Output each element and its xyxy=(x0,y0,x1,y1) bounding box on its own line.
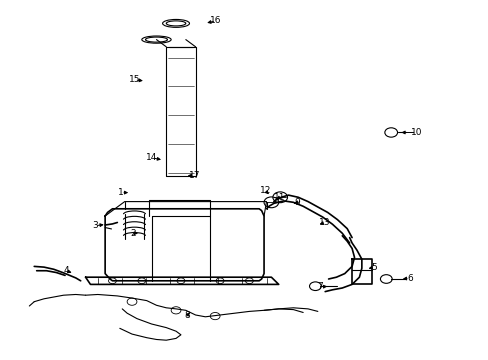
Text: 3: 3 xyxy=(92,221,98,230)
Text: 2: 2 xyxy=(130,229,136,238)
Text: 7: 7 xyxy=(317,282,323,292)
Text: 12: 12 xyxy=(259,186,271,195)
Text: 11: 11 xyxy=(273,193,285,202)
Text: 5: 5 xyxy=(370,263,376,271)
Text: 10: 10 xyxy=(410,128,422,137)
Text: 17: 17 xyxy=(188,171,200,180)
Text: 16: 16 xyxy=(210,17,222,26)
Text: 1: 1 xyxy=(118,188,124,197)
Text: 9: 9 xyxy=(294,198,300,207)
Text: 6: 6 xyxy=(406,274,412,283)
Text: 14: 14 xyxy=(145,153,157,162)
Text: 8: 8 xyxy=(183,311,189,320)
Text: 4: 4 xyxy=(63,266,69,275)
Text: 15: 15 xyxy=(128,76,140,85)
Text: 13: 13 xyxy=(319,218,330,227)
